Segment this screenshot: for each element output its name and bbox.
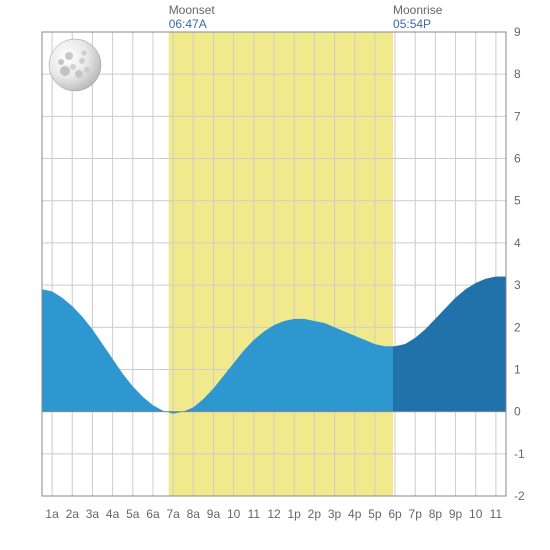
moonset-time: 06:47A bbox=[169, 17, 207, 31]
y-tick-label: 1 bbox=[514, 362, 521, 376]
y-tick-label: 7 bbox=[514, 109, 521, 123]
y-tick-label: 8 bbox=[514, 67, 521, 81]
y-tick-label: 2 bbox=[514, 320, 521, 334]
x-tick-label: 8p bbox=[429, 507, 443, 521]
x-tick-label: 5p bbox=[368, 507, 382, 521]
x-tick-label: 3a bbox=[86, 507, 100, 521]
y-tick-label: 5 bbox=[514, 194, 521, 208]
x-tick-label: 6a bbox=[146, 507, 160, 521]
x-tick-label: 1p bbox=[287, 507, 301, 521]
y-tick-label: 0 bbox=[514, 405, 521, 419]
x-tick-label: 11 bbox=[248, 507, 261, 521]
tide-chart: -2-101234567891a2a3a4a5a6a7a8a9a1011121p… bbox=[0, 0, 550, 550]
x-tick-label: 4p bbox=[348, 507, 362, 521]
x-tick-label: 2a bbox=[66, 507, 80, 521]
x-tick-label: 12 bbox=[267, 507, 281, 521]
y-tick-label: 9 bbox=[514, 25, 521, 39]
x-tick-label: 10 bbox=[227, 507, 241, 521]
x-tick-label: 4a bbox=[106, 507, 120, 521]
x-tick-label: 10 bbox=[469, 507, 483, 521]
y-tick-label: -2 bbox=[514, 489, 525, 503]
moonset-label: Moonset bbox=[169, 3, 216, 17]
x-tick-label: 9p bbox=[449, 507, 463, 521]
x-tick-label: 6p bbox=[388, 507, 402, 521]
chart-svg: -2-101234567891a2a3a4a5a6a7a8a9a1011121p… bbox=[0, 0, 550, 550]
y-tick-label: -1 bbox=[514, 447, 525, 461]
moonrise-label: Moonrise bbox=[393, 3, 443, 17]
x-tick-label: 11 bbox=[490, 507, 503, 521]
y-tick-label: 3 bbox=[514, 278, 521, 292]
x-tick-label: 7p bbox=[409, 507, 423, 521]
x-tick-label: 7a bbox=[166, 507, 180, 521]
moon-icon bbox=[49, 39, 101, 91]
x-tick-label: 5a bbox=[126, 507, 140, 521]
x-tick-label: 3p bbox=[328, 507, 342, 521]
y-tick-label: 4 bbox=[514, 236, 521, 250]
x-tick-label: 1a bbox=[45, 507, 59, 521]
x-tick-label: 2p bbox=[308, 507, 322, 521]
y-tick-label: 6 bbox=[514, 152, 521, 166]
moonrise-time: 05:54P bbox=[393, 17, 431, 31]
daylight-band bbox=[169, 32, 393, 496]
x-tick-label: 9a bbox=[207, 507, 221, 521]
x-tick-label: 8a bbox=[187, 507, 201, 521]
